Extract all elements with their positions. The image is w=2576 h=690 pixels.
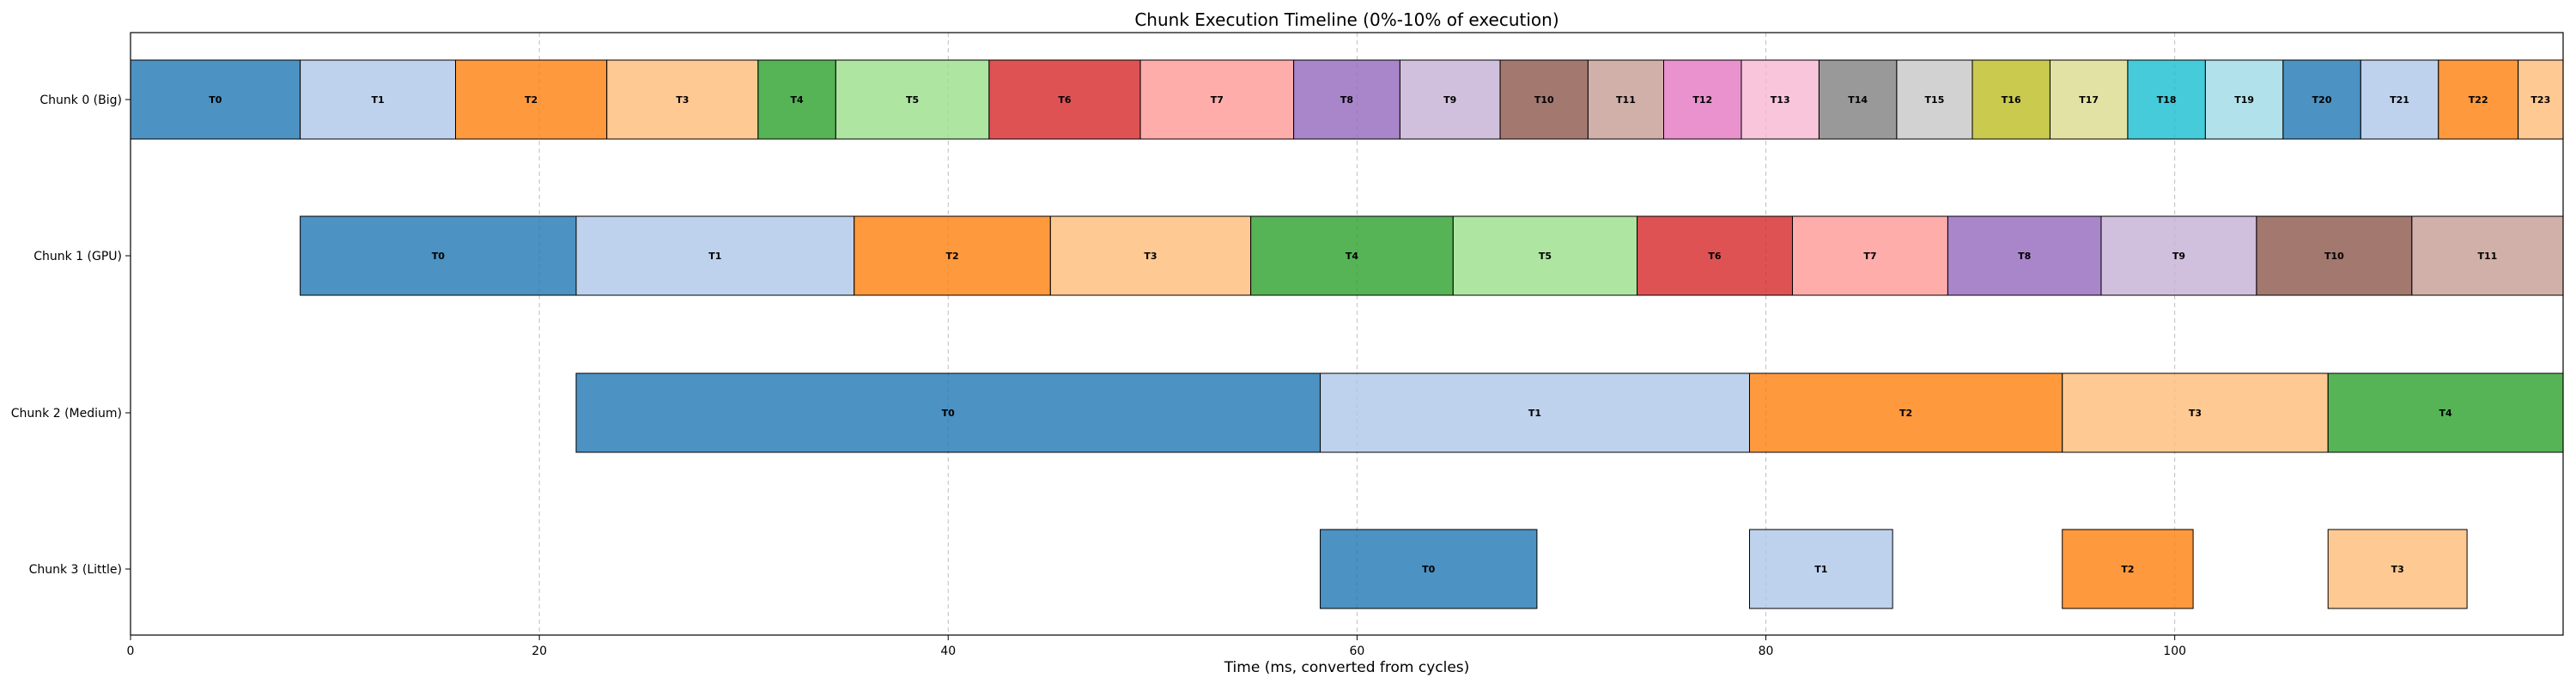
task-label: T4 (2439, 408, 2453, 419)
task-label: T3 (676, 94, 689, 106)
task-label: T3 (2189, 408, 2202, 419)
task-label: T21 (2390, 94, 2409, 106)
task-label: T8 (2018, 251, 2031, 262)
task-label: T1 (1528, 408, 1541, 419)
task-label: T2 (525, 94, 538, 106)
task-label: T9 (2172, 251, 2185, 262)
task-label: T6 (1058, 94, 1072, 106)
task-label: T6 (1708, 251, 1722, 262)
task-label: T16 (2002, 94, 2021, 106)
task-label: T11 (2478, 251, 2498, 262)
y-tick-label: Chunk 1 (GPU) (33, 250, 122, 263)
x-tick-label: 40 (940, 645, 956, 658)
x-tick-label: 100 (2163, 645, 2186, 658)
task-label: T1 (1814, 564, 1827, 575)
task-label: T12 (1692, 94, 1712, 106)
task-label: T17 (2079, 94, 2099, 106)
task-label: T11 (1616, 94, 1636, 106)
task-label: T3 (1144, 251, 1157, 262)
task-label: T7 (1863, 251, 1876, 262)
task-label: T7 (1211, 94, 1224, 106)
x-tick-label: 80 (1759, 645, 1774, 658)
y-tick-label: Chunk 0 (Big) (39, 94, 122, 107)
task-label: T9 (1443, 94, 1456, 106)
task-label: T14 (1848, 94, 1868, 106)
x-tick-label: 0 (127, 645, 135, 658)
y-tick-label: Chunk 3 (Little) (29, 563, 122, 577)
task-label: T5 (1539, 251, 1552, 262)
x-tick-label: 60 (1349, 645, 1364, 658)
task-label: T8 (1340, 94, 1353, 106)
task-label: T4 (791, 94, 805, 106)
y-tick-label: Chunk 2 (Medium) (11, 407, 122, 421)
task-label: T15 (1925, 94, 1945, 106)
task-label: T3 (2391, 564, 2404, 575)
chart-title: Chunk Execution Timeline (0%-10% of exec… (1134, 9, 1558, 30)
task-label: T20 (2312, 94, 2332, 106)
task-label: T0 (432, 251, 446, 262)
task-label: T2 (945, 251, 958, 262)
task-label: T2 (2121, 564, 2134, 575)
task-label: T4 (1346, 251, 1359, 262)
task-label: T2 (1899, 408, 1912, 419)
task-label: T19 (2234, 94, 2254, 106)
right-margin-mask (2564, 0, 2576, 687)
task-label: T10 (1534, 94, 1554, 106)
task-label: T13 (1771, 94, 1790, 106)
task-label: T0 (209, 94, 222, 106)
task-label: T1 (708, 251, 721, 262)
x-tick-label: 20 (532, 645, 547, 658)
task-label: T23 (2530, 94, 2550, 106)
task-label: T10 (2324, 251, 2344, 262)
x-axis-label: Time (ms, converted from cycles) (1224, 659, 1470, 676)
task-label: T1 (371, 94, 384, 106)
task-label: T22 (2469, 94, 2488, 106)
task-label: T18 (2157, 94, 2177, 106)
task-label: T0 (942, 408, 956, 419)
task-label: T0 (1422, 564, 1436, 575)
task-label: T5 (906, 94, 919, 106)
